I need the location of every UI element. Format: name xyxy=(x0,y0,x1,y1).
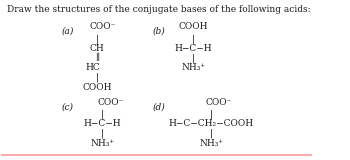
Text: |: | xyxy=(192,34,195,44)
Text: NH₃⁺: NH₃⁺ xyxy=(181,63,205,72)
Text: Draw the structures of the conjugate bases of the following acids:: Draw the structures of the conjugate bas… xyxy=(7,5,310,14)
Text: (a): (a) xyxy=(61,27,74,36)
Text: |: | xyxy=(192,53,195,63)
Text: |: | xyxy=(101,109,104,119)
Text: |: | xyxy=(96,34,99,44)
Text: |: | xyxy=(101,129,104,138)
Text: COO⁻: COO⁻ xyxy=(206,99,232,108)
Text: COO⁻: COO⁻ xyxy=(89,22,116,31)
Text: |: | xyxy=(210,129,213,138)
Text: |: | xyxy=(96,73,99,82)
Text: CH: CH xyxy=(90,44,104,53)
Text: |: | xyxy=(210,109,213,119)
Text: COOH: COOH xyxy=(178,22,208,31)
Text: (d): (d) xyxy=(153,103,166,112)
Text: H−C−H: H−C−H xyxy=(175,44,212,53)
Text: (c): (c) xyxy=(61,103,73,112)
Text: (b): (b) xyxy=(153,27,166,36)
Text: NH₃⁺: NH₃⁺ xyxy=(199,139,224,148)
Text: NH₃⁺: NH₃⁺ xyxy=(90,139,114,148)
Text: ∥: ∥ xyxy=(95,53,99,62)
Text: HC: HC xyxy=(85,63,100,72)
Text: H−C−CH₂−COOH: H−C−CH₂−COOH xyxy=(169,119,254,128)
Text: COO⁻: COO⁻ xyxy=(97,99,124,108)
Text: H−C−H: H−C−H xyxy=(84,119,121,128)
Text: COOH: COOH xyxy=(82,83,112,92)
